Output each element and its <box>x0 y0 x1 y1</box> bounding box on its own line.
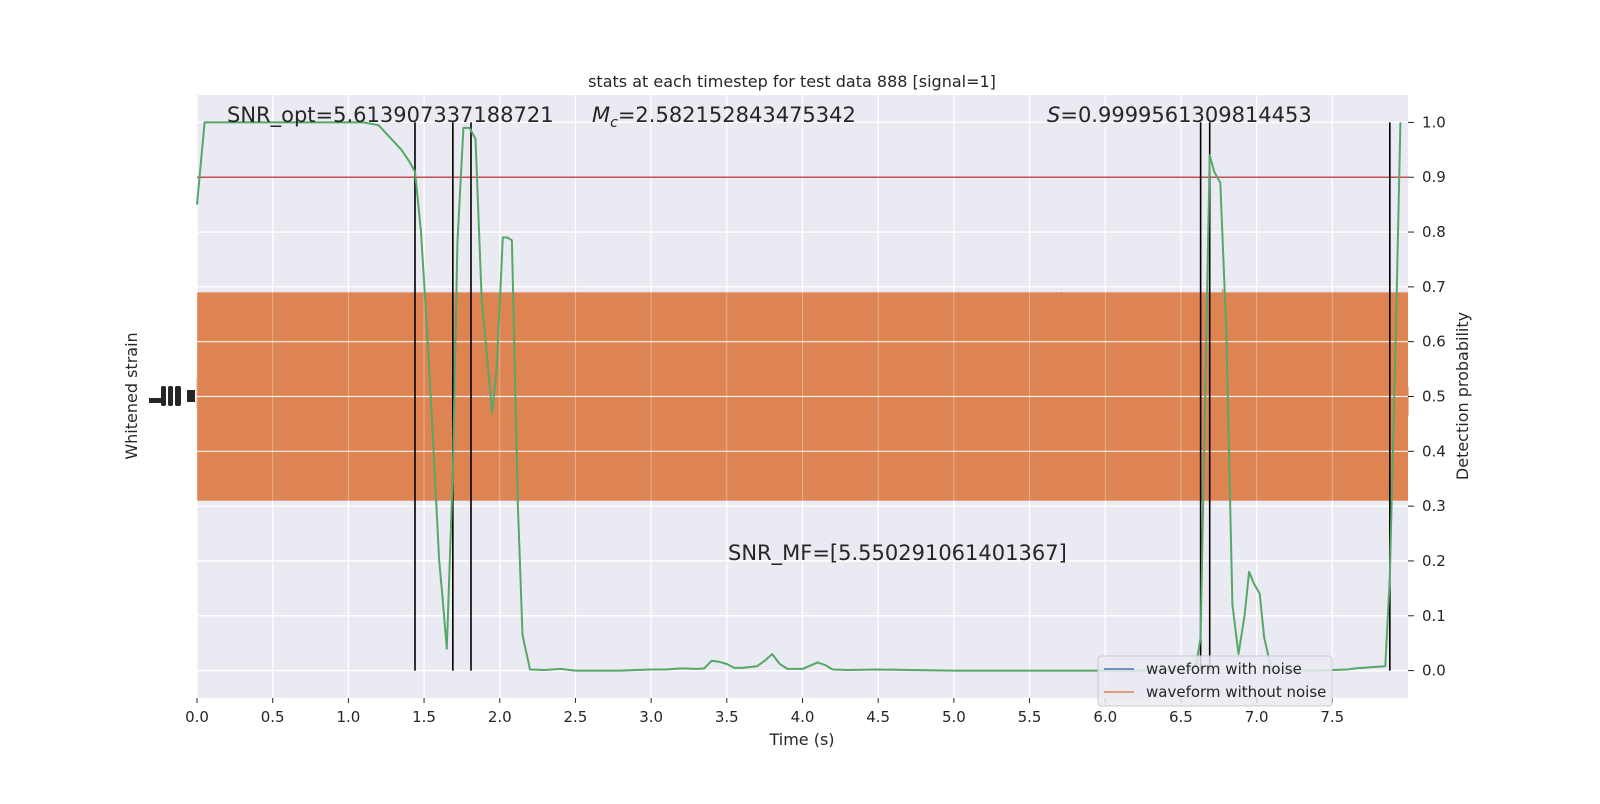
x-tick-label-1: 0.5 <box>261 708 285 726</box>
x-tick-label-7: 3.5 <box>715 708 739 726</box>
chirp-mass-annotation: Mc=2.582152843475342 <box>592 103 856 131</box>
legend-label-no-noise: waveform without noise <box>1146 683 1326 701</box>
x-tick-label-6: 3.0 <box>639 708 663 726</box>
left-axis-label: Whitened strain <box>122 332 141 459</box>
s-annotation: S=0.9999561309814453 <box>1047 103 1312 127</box>
left-axis-ticks-overlap <box>149 386 195 406</box>
x-tick-label-0: 0.0 <box>185 708 209 726</box>
right-tick-label-7: 0.7 <box>1422 278 1446 296</box>
right-tick-label-2: 0.2 <box>1422 552 1446 570</box>
legend-frame <box>1097 655 1333 707</box>
right-tick-label-10: 1.0 <box>1422 113 1446 131</box>
chirp-mass-subscript: c <box>610 115 618 131</box>
x-tick-label-15: 7.5 <box>1320 708 1344 726</box>
right-tick-label-1: 0.1 <box>1422 607 1446 625</box>
x-tick-label-3: 1.5 <box>412 708 436 726</box>
snr-mf-annotation: SNR_MF=[5.550291061401367] <box>728 541 1067 566</box>
x-tick-label-14: 7.0 <box>1245 708 1269 726</box>
x-axis-label: Time (s) <box>768 730 834 749</box>
probability-line <box>196 121 1402 672</box>
s-symbol: S <box>1047 103 1060 127</box>
chirp-mass-value: =2.582152843475342 <box>618 103 856 127</box>
right-axis-ticks: 0.0 0.1 0.2 0.3 0.4 0.5 0.6 0.7 0.8 0.9 1.0 <box>1408 113 1446 680</box>
x-tick-label-10: 5.0 <box>942 708 966 726</box>
x-tick-label-8: 4.0 <box>791 708 815 726</box>
right-tick-label-3: 0.3 <box>1422 497 1446 515</box>
x-tick-label-13: 6.5 <box>1169 708 1193 726</box>
right-tick-label-4: 0.4 <box>1422 442 1446 460</box>
right-tick-label-0: 0.0 <box>1422 662 1446 680</box>
vertical-lines <box>414 122 1391 671</box>
x-tick-label-2: 1.0 <box>336 708 360 726</box>
x-axis-ticks: 0.0 0.5 1.0 1.5 2.0 2.5 3.0 3.5 4.0 4.5 5.0 5.5 6.0 6… <box>185 698 1344 726</box>
x-tick-label-4: 2.0 <box>488 708 512 726</box>
x-tick-label-9: 4.5 <box>866 708 890 726</box>
x-tick-label-5: 2.5 <box>564 708 588 726</box>
legend: waveform with noise waveform without noi… <box>1097 655 1333 707</box>
chart-title: stats at each timestep for test data 888… <box>588 72 996 91</box>
right-tick-label-5: 0.5 <box>1422 388 1446 406</box>
x-tick-label-12: 6.0 <box>1093 708 1117 726</box>
x-tick-label-11: 5.5 <box>1018 708 1042 726</box>
s-value: =0.9999561309814453 <box>1060 103 1311 127</box>
probability-series <box>196 121 1402 672</box>
right-tick-label-8: 0.8 <box>1422 223 1446 241</box>
legend-label-noise: waveform with noise <box>1146 660 1302 678</box>
right-tick-label-9: 0.9 <box>1422 168 1446 186</box>
right-axis-label: Detection probability <box>1453 312 1472 480</box>
strain-no-noise-trace <box>196 289 1409 496</box>
chirp-mass-symbol: M <box>592 103 610 127</box>
snr-opt-annotation: SNR_opt=5.613907337188721 <box>227 103 554 128</box>
right-tick-label-6: 0.6 <box>1422 333 1446 351</box>
